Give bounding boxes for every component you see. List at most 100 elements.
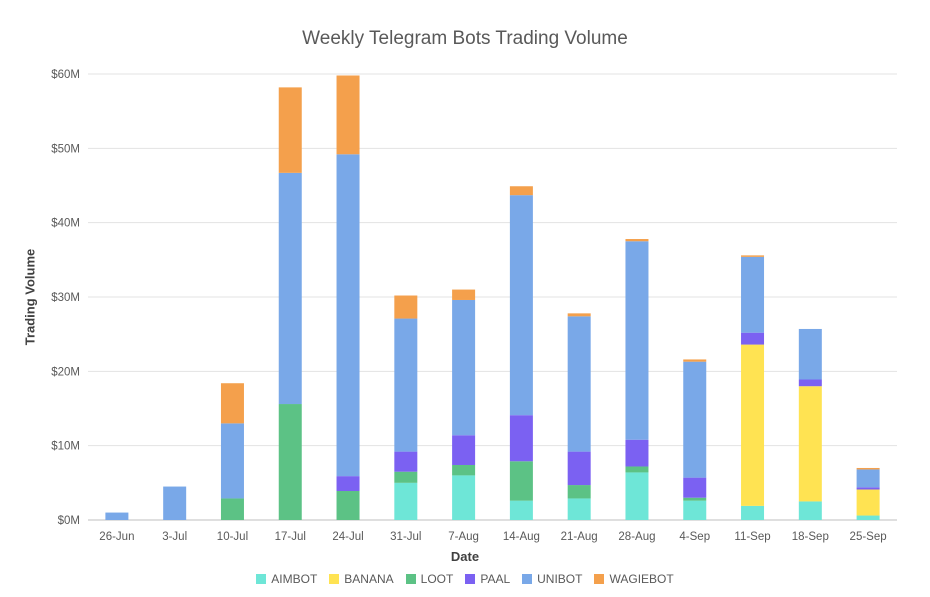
- bar-segment-unibot: [856, 469, 880, 488]
- legend-label: LOOT: [420, 572, 454, 586]
- bar-segment-unibot: [278, 172, 302, 405]
- x-tick-label: 28-Aug: [618, 531, 655, 543]
- x-tick-label: 7-Aug: [448, 531, 479, 543]
- bar-segment-aimbot: [741, 505, 765, 520]
- legend-swatch: [405, 574, 416, 584]
- bar-segment-unibot: [394, 318, 418, 452]
- legend-label: AIMBOT: [271, 572, 318, 586]
- bar-segment-wagiebot: [278, 87, 302, 173]
- bar-segment-aimbot: [452, 475, 476, 520]
- x-tick-label: 4-Sep: [679, 531, 710, 543]
- bar-segment-unibot: [452, 299, 476, 436]
- y-tick-label: $20M: [51, 366, 80, 378]
- bar-segment-loot: [452, 464, 476, 476]
- legend-item: AIMBOT: [256, 572, 317, 586]
- legend-label: UNIBOT: [537, 572, 583, 586]
- bar-segment-unibot: [683, 361, 707, 478]
- bar-segment-banana: [856, 489, 880, 516]
- bar-segment-paal: [798, 379, 822, 387]
- legend-item: PAAL: [465, 572, 510, 586]
- legend: AIMBOT BANANA LOOT PAAL UNIBOT WAGIEBOT: [0, 572, 930, 586]
- y-tick-label: $60M: [51, 69, 80, 81]
- bar-segment-aimbot: [683, 500, 707, 520]
- x-tick-label: 17-Jul: [275, 531, 306, 543]
- bar-segment-loot: [509, 461, 533, 501]
- bar-segment-unibot: [105, 512, 129, 520]
- legend-swatch: [522, 574, 533, 584]
- legend-item: BANANA: [329, 572, 394, 586]
- y-tick-label: $10M: [51, 441, 80, 453]
- x-axis-label: Date: [450, 549, 480, 564]
- bar-segment-wagiebot: [567, 313, 591, 317]
- x-tick-label: 24-Jul: [332, 531, 363, 543]
- legend-swatch: [465, 574, 476, 584]
- legend-swatch: [256, 574, 267, 584]
- legend-label: PAAL: [480, 572, 511, 586]
- bar-segment-unibot: [741, 256, 765, 333]
- x-tick-label: 26-Jun: [99, 531, 134, 543]
- legend-swatch: [329, 574, 340, 584]
- x-tick-label: 3-Jul: [162, 531, 187, 543]
- bar-segment-wagiebot: [220, 383, 244, 424]
- y-tick-label: $40M: [51, 218, 80, 230]
- bar-segment-aimbot: [625, 472, 649, 520]
- bar-segment-paal: [394, 451, 418, 472]
- bar-segment-loot: [336, 491, 360, 520]
- bar-segment-wagiebot: [856, 467, 880, 470]
- bar-segment-wagiebot: [683, 359, 707, 362]
- bar-segment-paal: [509, 415, 533, 462]
- legend-item: UNIBOT: [522, 572, 582, 586]
- bar-segment-loot: [683, 497, 707, 501]
- bar-segment-unibot: [567, 316, 591, 452]
- bar-segment-paal: [741, 332, 765, 345]
- bar-segment-aimbot: [509, 500, 533, 520]
- bar-segment-paal: [683, 477, 707, 498]
- bar-segment-wagiebot: [394, 295, 418, 319]
- bar-segment-aimbot: [394, 482, 418, 520]
- legend-label: BANANA: [344, 572, 394, 586]
- bar-segment-aimbot: [798, 501, 822, 520]
- legend-label: WAGIEBOT: [609, 572, 674, 586]
- bar-segment-banana: [741, 344, 765, 506]
- x-tick-label: 31-Jul: [390, 531, 421, 543]
- bar-segment-wagiebot: [509, 186, 533, 196]
- x-tick-label: 14-Aug: [503, 531, 540, 543]
- bar-segment-unibot: [163, 486, 187, 520]
- chart-title: Weekly Telegram Bots Trading Volume: [302, 28, 628, 49]
- legend-item: LOOT: [405, 572, 454, 586]
- bar-segment-loot: [625, 466, 649, 473]
- y-tick-label: $50M: [51, 143, 80, 155]
- x-tick-label: 10-Jul: [217, 531, 248, 543]
- bar-segment-paal: [452, 435, 476, 465]
- bar-segment-paal: [567, 451, 591, 486]
- bar-segment-wagiebot: [452, 289, 476, 300]
- bar-segment-aimbot: [856, 515, 880, 520]
- x-tick-label: 21-Aug: [561, 531, 598, 543]
- bar-segment-loot: [220, 498, 244, 520]
- bar-segment-unibot: [625, 241, 649, 440]
- x-tick-label: 11-Sep: [734, 531, 770, 543]
- bar-segment-unibot: [509, 195, 533, 416]
- x-tick-label: 18-Sep: [792, 531, 829, 543]
- bar-segment-unibot: [798, 328, 822, 380]
- bar-segment-unibot: [336, 154, 360, 477]
- bar-segment-paal: [856, 487, 880, 490]
- bar-segment-loot: [567, 485, 591, 499]
- bar-segment-unibot: [220, 423, 244, 499]
- y-tick-label: $30M: [51, 292, 80, 304]
- bar-segment-banana: [798, 386, 822, 502]
- bar-segment-wagiebot: [741, 255, 765, 257]
- legend-item: WAGIEBOT: [594, 572, 674, 586]
- y-tick-label: $0M: [58, 515, 80, 527]
- bar-segment-aimbot: [567, 498, 591, 520]
- bar-segment-wagiebot: [625, 239, 649, 242]
- bar-segment-loot: [278, 404, 302, 520]
- bar-segment-paal: [336, 476, 360, 492]
- legend-swatch: [594, 574, 605, 584]
- bar-segment-loot: [394, 471, 418, 483]
- bar-segment-wagiebot: [336, 75, 360, 155]
- x-tick-label: 25-Sep: [850, 531, 887, 543]
- bar-segment-paal: [625, 439, 649, 467]
